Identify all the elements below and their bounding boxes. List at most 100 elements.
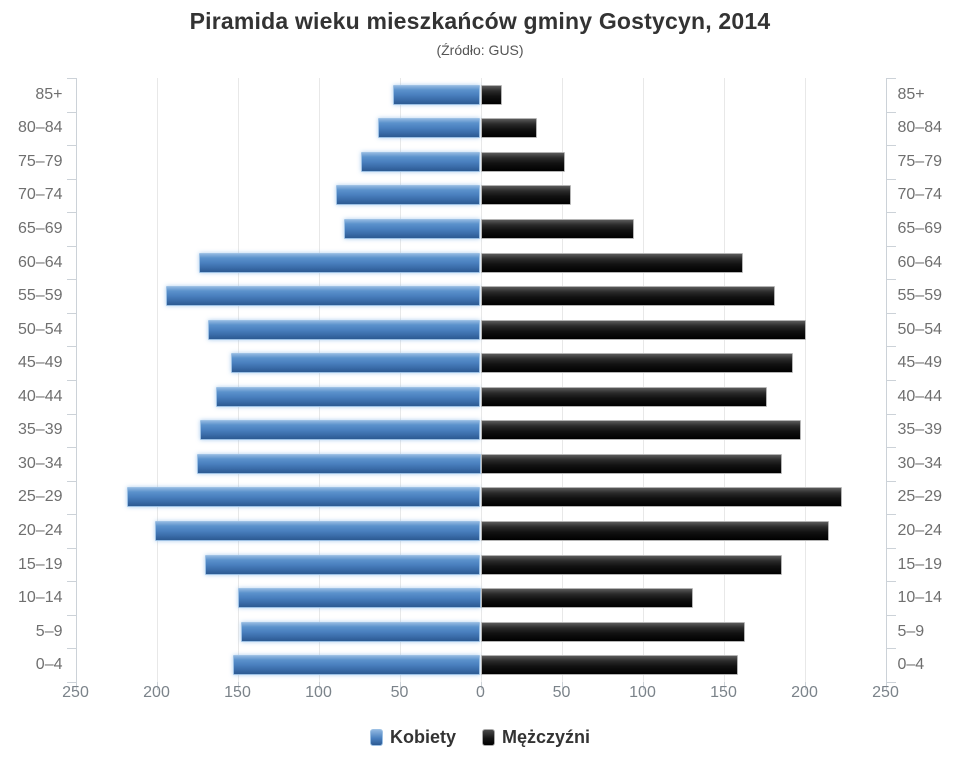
- y-axis-tick-left: [66, 648, 76, 650]
- y-axis-tick-left: [66, 245, 76, 247]
- bar-female-10–14[interactable]: [237, 588, 481, 609]
- bar-female-30–34[interactable]: [197, 453, 481, 474]
- bar-male-85+[interactable]: [480, 84, 502, 105]
- y-axis-tick-left: [66, 514, 76, 516]
- bar-male-45–49[interactable]: [480, 353, 794, 374]
- x-axis-tick: [237, 682, 239, 690]
- y-axis-label-left: 35–39: [18, 421, 63, 439]
- y-axis-tick-right: [886, 312, 896, 314]
- y-axis-tick-right: [886, 614, 896, 616]
- legend-swatch-male-icon: [481, 728, 495, 746]
- y-axis-tick-left: [66, 682, 76, 683]
- bar-female-40–44[interactable]: [216, 386, 481, 407]
- y-axis-tick-left: [66, 480, 76, 482]
- y-axis-label-left: 20–24: [18, 521, 63, 539]
- gridline: [237, 78, 239, 682]
- bar-female-60–64[interactable]: [198, 252, 481, 273]
- bar-male-55–59[interactable]: [480, 286, 776, 307]
- y-axis-tick-right: [886, 245, 896, 247]
- y-axis-label-right: 85+: [897, 85, 925, 103]
- gridline: [561, 78, 563, 682]
- y-axis-label-left: 0–4: [35, 656, 63, 674]
- bar-female-80–84[interactable]: [378, 118, 481, 139]
- y-axis-label-right: 15–19: [897, 555, 943, 573]
- y-axis-label-left: 30–34: [18, 454, 63, 472]
- bar-male-25–29[interactable]: [480, 487, 842, 508]
- y-axis-tick-right: [886, 682, 896, 683]
- bar-female-0–4[interactable]: [232, 655, 481, 676]
- x-axis-label: 100: [305, 684, 332, 701]
- bar-female-20–24[interactable]: [154, 521, 481, 541]
- legend-label-kobiety: Kobiety: [389, 726, 456, 747]
- y-axis-label-right: 30–34: [897, 454, 943, 472]
- y-axis-tick-right: [886, 178, 896, 180]
- bar-male-70–74[interactable]: [480, 185, 572, 206]
- bar-female-15–19[interactable]: [205, 554, 481, 575]
- y-axis-tick-left: [66, 447, 76, 449]
- x-axis-label: 200: [143, 684, 170, 701]
- x-axis-label: 200: [791, 684, 818, 701]
- bar-female-75–79[interactable]: [360, 151, 481, 172]
- bar-male-30–34[interactable]: [480, 453, 782, 474]
- bar-male-20–24[interactable]: [480, 521, 829, 541]
- bar-female-35–39[interactable]: [200, 420, 481, 441]
- y-axis-label-right: 10–14: [897, 589, 943, 607]
- bar-male-35–39[interactable]: [480, 420, 802, 441]
- y-axis-tick-right: [886, 514, 896, 516]
- bar-female-70–74[interactable]: [336, 185, 481, 206]
- y-axis-label-right: 55–59: [897, 287, 943, 305]
- bar-female-55–59[interactable]: [166, 286, 481, 307]
- y-axis-label-right: 0–4: [897, 656, 925, 674]
- y-axis-tick-right: [886, 380, 896, 381]
- x-axis-label: 0: [476, 684, 485, 701]
- x-axis-label: 150: [224, 684, 251, 701]
- bar-male-0–4[interactable]: [480, 655, 739, 676]
- gridline: [318, 78, 320, 682]
- y-axis-label-left: 60–64: [18, 253, 63, 271]
- x-axis-tick: [480, 682, 482, 690]
- legend-item-kobiety[interactable]: Kobiety: [369, 726, 456, 748]
- y-axis-label-right: 35–39: [897, 421, 943, 439]
- legend-item-mezczyzni[interactable]: Mężczyźni: [481, 727, 590, 748]
- bar-male-60–64[interactable]: [480, 252, 743, 273]
- legend-swatch-female-icon: [369, 728, 383, 746]
- y-axis-tick-right: [886, 447, 896, 449]
- bar-male-80–84[interactable]: [480, 118, 538, 139]
- y-axis-tick-right: [886, 346, 896, 348]
- y-axis-label-right: 5–9: [897, 622, 925, 640]
- y-axis-label-left: 70–74: [18, 186, 63, 204]
- bar-male-15–19[interactable]: [480, 554, 782, 575]
- bar-female-50–54[interactable]: [208, 319, 481, 340]
- bar-female-5–9[interactable]: [240, 621, 481, 642]
- gridline: [399, 78, 401, 682]
- bar-male-75–79[interactable]: [480, 151, 565, 172]
- y-axis-label-right: 40–44: [897, 387, 943, 405]
- bar-male-10–14[interactable]: [480, 588, 693, 609]
- bar-male-5–9[interactable]: [480, 621, 745, 642]
- x-axis-tick: [723, 682, 725, 690]
- axis-line-right: [885, 78, 887, 682]
- y-axis-tick-right: [886, 648, 896, 650]
- bar-male-65–69[interactable]: [480, 219, 635, 239]
- chart-subtitle: (Źródło: GUS): [436, 42, 524, 58]
- bar-female-65–69[interactable]: [344, 219, 481, 239]
- x-axis-label: 250: [62, 684, 89, 701]
- y-axis-label-left: 40–44: [18, 387, 63, 405]
- y-axis-tick-right: [886, 547, 896, 549]
- x-axis-label: 150: [710, 684, 737, 701]
- y-axis-label-left: 10–14: [18, 589, 63, 607]
- y-axis-tick-left: [66, 346, 76, 348]
- axis-line-left: [75, 78, 77, 682]
- y-axis-tick-left: [66, 547, 76, 549]
- bar-male-40–44[interactable]: [480, 386, 768, 407]
- bar-female-45–49[interactable]: [231, 353, 481, 374]
- y-axis-tick-left: [66, 111, 76, 113]
- x-axis-tick: [804, 682, 806, 690]
- bar-female-85+[interactable]: [393, 84, 481, 105]
- bar-male-50–54[interactable]: [480, 319, 807, 340]
- bar-female-25–29[interactable]: [127, 487, 481, 508]
- y-axis-label-right: 45–49: [897, 354, 943, 372]
- y-axis-tick-left: [66, 581, 76, 583]
- y-axis-tick-left: [66, 614, 76, 616]
